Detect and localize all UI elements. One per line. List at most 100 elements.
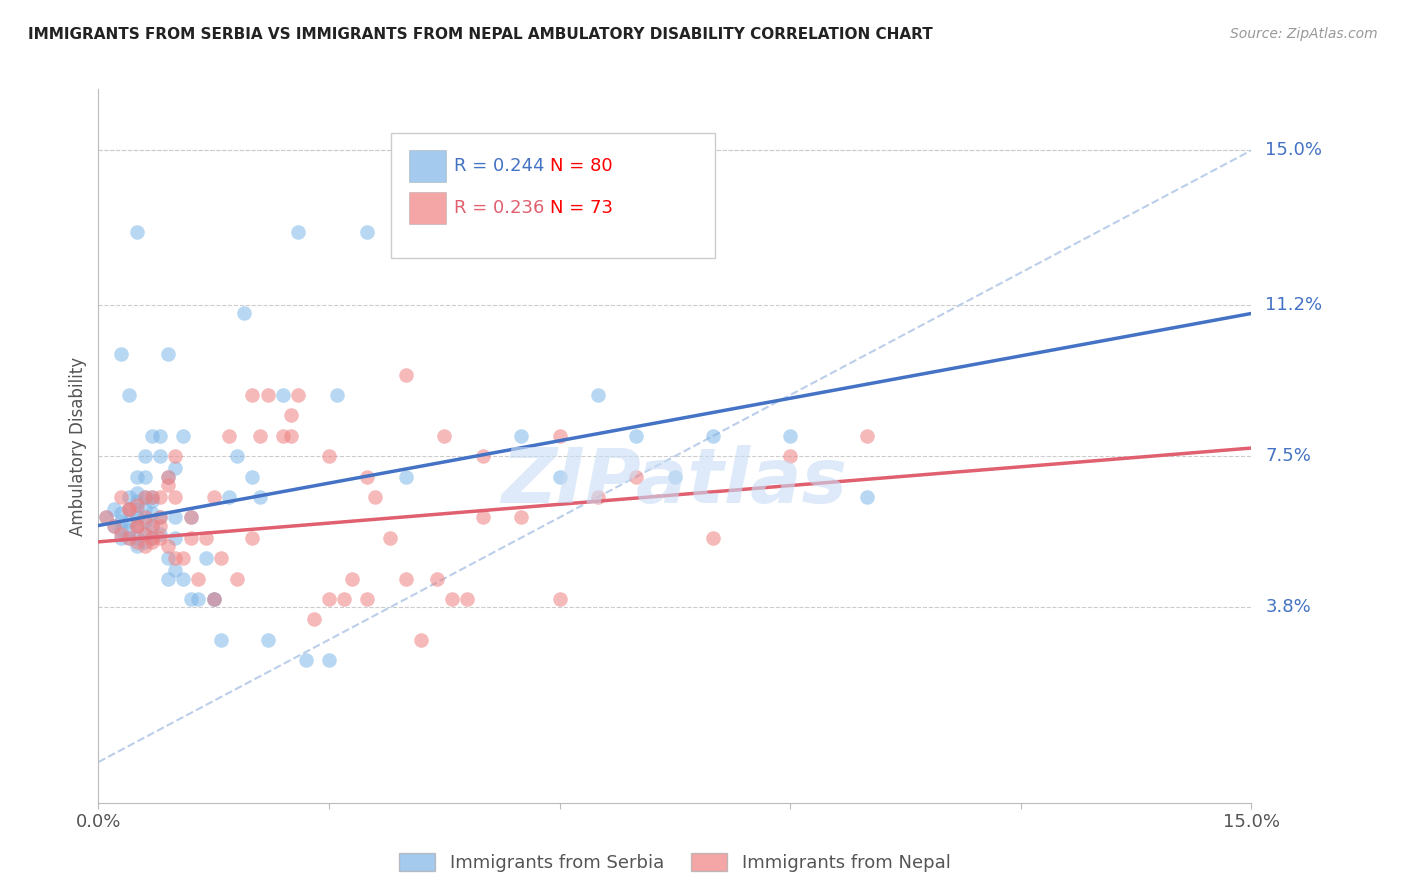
Point <box>471 184 494 198</box>
Point <box>240 388 263 402</box>
Point <box>165 449 187 463</box>
Point <box>118 515 141 529</box>
Point <box>180 531 202 545</box>
Text: R = 0.244: R = 0.244 <box>454 157 562 175</box>
Point <box>125 518 148 533</box>
Point <box>395 572 418 586</box>
Point <box>141 534 163 549</box>
Point <box>433 429 456 443</box>
Point <box>256 632 278 647</box>
Point <box>141 429 163 443</box>
Point <box>626 429 648 443</box>
Text: IMMIGRANTS FROM SERBIA VS IMMIGRANTS FROM NEPAL AMBULATORY DISABILITY CORRELATIO: IMMIGRANTS FROM SERBIA VS IMMIGRANTS FRO… <box>28 27 932 42</box>
Point <box>125 518 148 533</box>
Point <box>118 502 141 516</box>
Point <box>134 526 156 541</box>
Point <box>856 490 879 504</box>
Point <box>271 429 294 443</box>
Point <box>165 531 187 545</box>
Point <box>664 469 686 483</box>
Point <box>240 531 263 545</box>
Point <box>779 449 801 463</box>
Point <box>118 523 141 537</box>
Point <box>356 469 378 483</box>
Point <box>187 591 209 606</box>
Point <box>156 539 179 553</box>
Point <box>218 490 240 504</box>
Point <box>340 572 363 586</box>
Point <box>134 510 156 524</box>
Point <box>225 572 247 586</box>
Point <box>141 531 163 545</box>
Point <box>149 429 172 443</box>
Point <box>103 518 125 533</box>
Point <box>380 531 402 545</box>
Point <box>302 612 325 626</box>
Point <box>249 490 271 504</box>
Point <box>187 572 209 586</box>
Point <box>287 388 309 402</box>
Point <box>134 449 156 463</box>
Point <box>134 490 156 504</box>
Y-axis label: Ambulatory Disability: Ambulatory Disability <box>69 357 87 535</box>
Point <box>141 518 163 533</box>
Point <box>156 347 179 361</box>
Point <box>125 510 148 524</box>
Point <box>149 510 172 524</box>
Point <box>180 510 202 524</box>
Point <box>426 572 449 586</box>
Point <box>149 526 172 541</box>
Point <box>218 429 240 443</box>
Point <box>134 539 156 553</box>
Point <box>249 429 271 443</box>
Point <box>471 510 494 524</box>
Text: N = 73: N = 73 <box>550 199 613 217</box>
Point <box>172 572 194 586</box>
Point <box>118 531 141 545</box>
Point <box>141 490 163 504</box>
Point <box>110 531 132 545</box>
Point <box>295 653 318 667</box>
Point <box>125 469 148 483</box>
Point <box>702 531 724 545</box>
Point <box>134 490 156 504</box>
Point <box>233 306 256 320</box>
Point <box>149 531 172 545</box>
Point <box>586 490 609 504</box>
Point <box>125 539 148 553</box>
Point <box>134 534 156 549</box>
Point <box>325 388 347 402</box>
Point <box>94 510 117 524</box>
Point <box>165 461 187 475</box>
Point <box>180 510 202 524</box>
Point <box>510 510 533 524</box>
Point <box>209 632 232 647</box>
Point <box>141 494 163 508</box>
Point <box>134 502 156 516</box>
Point <box>280 429 302 443</box>
Point <box>395 368 418 382</box>
Point <box>125 486 148 500</box>
Point <box>110 515 132 529</box>
Point <box>125 502 148 516</box>
Point <box>149 518 172 533</box>
Point <box>141 490 163 504</box>
Point <box>149 510 172 524</box>
Point <box>118 502 141 516</box>
Point <box>411 184 433 198</box>
Point <box>125 518 148 533</box>
Point <box>118 531 141 545</box>
Point <box>125 531 148 545</box>
Point <box>548 429 571 443</box>
Point <box>356 591 378 606</box>
Point <box>548 469 571 483</box>
Point <box>172 429 194 443</box>
Point <box>125 225 148 239</box>
Point <box>110 523 132 537</box>
Point <box>165 490 187 504</box>
Point <box>240 469 263 483</box>
Point <box>118 502 141 516</box>
Point <box>165 551 187 566</box>
Point <box>471 449 494 463</box>
Point <box>156 469 179 483</box>
